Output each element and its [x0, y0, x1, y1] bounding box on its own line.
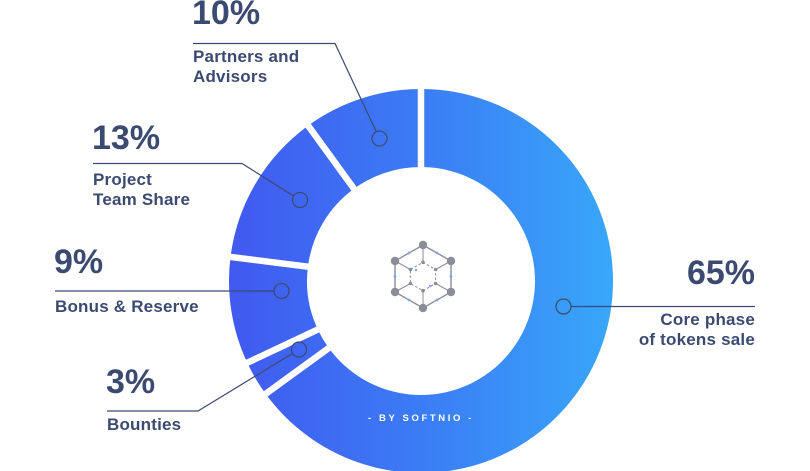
callout-marker-bounties	[290, 341, 308, 358]
donut-slice-core	[265, 89, 613, 471]
hexagon-network-icon	[390, 240, 456, 313]
percent-bounties: 3%	[106, 363, 156, 401]
callout-line-team	[93, 162, 294, 197]
label-team-line1: Project	[93, 170, 153, 189]
slice-gap	[226, 253, 315, 271]
callout-marker-team	[291, 191, 309, 209]
donut-slice-team	[230, 125, 354, 267]
label-core: Core phase of tokens sale	[639, 310, 755, 350]
label-partners-line1: Partners and	[193, 47, 300, 66]
label-team: Project Team Share	[93, 170, 190, 210]
slice-gap	[303, 120, 361, 196]
percent-team: 13%	[92, 119, 161, 157]
label-partners-line2: Advisors	[193, 67, 268, 86]
label-bounties: Bounties	[107, 415, 182, 434]
label-partners: Partners and Advisors	[193, 47, 299, 87]
percent-partners: 10%	[192, 0, 261, 32]
slice-gap	[242, 324, 325, 368]
callout-marker-bonus	[273, 282, 290, 300]
callout-line-partners	[193, 42, 377, 132]
label-core-line2: of tokens sale	[638, 330, 755, 349]
callout-line-bounties	[107, 352, 293, 412]
slice-gap	[260, 341, 336, 399]
label-team-line2: Team Share	[93, 190, 191, 209]
watermark-text: - BY SOFTNIO -	[368, 413, 474, 424]
percent-core: 65%	[686, 254, 755, 292]
callout-marker-core	[555, 298, 572, 315]
donut-slice-bonus	[228, 256, 318, 363]
callout-marker-partners	[371, 130, 388, 147]
donut-slices	[226, 85, 613, 471]
label-bonus: Bonus & Reserve	[55, 297, 199, 316]
label-core-line1: Core phase	[660, 310, 755, 329]
donut-slice-bounties	[247, 329, 329, 394]
percent-bonus: 9%	[54, 243, 104, 281]
